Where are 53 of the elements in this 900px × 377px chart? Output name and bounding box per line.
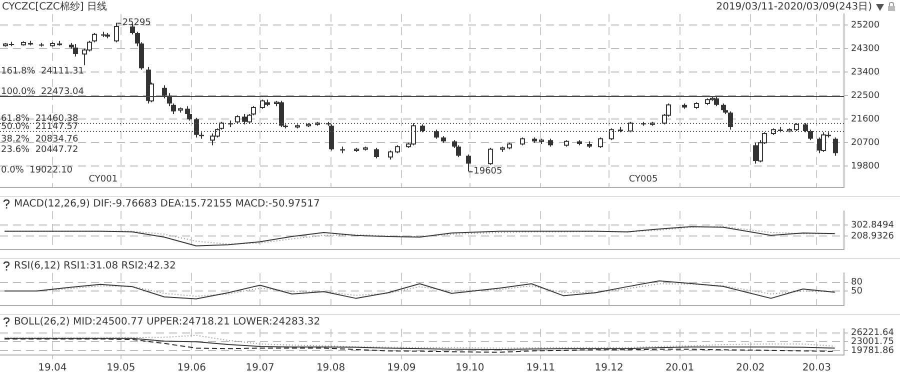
annotation: 38.2% 20834.76 bbox=[1, 134, 79, 144]
candlestick bbox=[73, 44, 78, 58]
candlestick bbox=[194, 117, 199, 138]
annotation: 0.0% 19022.10 bbox=[1, 166, 73, 176]
annotation: 19605 bbox=[474, 166, 502, 177]
x-tick-label: 19.10 bbox=[456, 362, 484, 374]
y-tick-label: 25200 bbox=[851, 20, 880, 31]
y-tick-label: 21600 bbox=[851, 114, 880, 125]
x-tick-label: 19.06 bbox=[177, 362, 206, 374]
y-tick-label: 26221.64 bbox=[851, 328, 894, 338]
y-tick-label: 19800 bbox=[851, 162, 880, 172]
annotation: CY001 bbox=[88, 174, 118, 184]
annotation: 25295 bbox=[122, 18, 151, 28]
x-tick-label: 19.04 bbox=[38, 362, 67, 374]
candlestick bbox=[162, 84, 167, 99]
y-tick-label: 208.9326 bbox=[851, 231, 894, 242]
candlestick bbox=[808, 129, 813, 141]
y-tick-label: 24300 bbox=[851, 44, 880, 54]
x-tick-label: 19.08 bbox=[316, 362, 346, 374]
x-tick-label: 20.02 bbox=[736, 362, 765, 374]
y-tick-label: 20700 bbox=[851, 138, 880, 148]
annotation: 161.8% 24111.31 bbox=[1, 66, 84, 77]
x-tick-label: 20.01 bbox=[665, 362, 694, 374]
chart-subtitle: 2019/03/11-2020/03/09(243日) bbox=[716, 2, 872, 13]
chart-title: CYCZC[CZC棉纱] 日线 bbox=[2, 0, 107, 13]
line-series bbox=[4, 334, 836, 349]
x-tick-label: 19.07 bbox=[246, 362, 274, 374]
x-tick-label: 19.11 bbox=[526, 362, 555, 374]
annotation: 23.6% 20447.72 bbox=[1, 144, 78, 155]
annotation: CY005 bbox=[628, 174, 658, 184]
chart-title: BOLL(26,2) MID:24500.77 UPPER:24718.21 LOWER:24283.32 bbox=[14, 316, 320, 328]
chart-title: MACD(12,26,9) DIF:-9.76683 DEA:15.72155 MACD:-50.97517 bbox=[14, 198, 320, 210]
y-tick-label: 23400 bbox=[851, 68, 880, 78]
candlestick bbox=[434, 129, 439, 140]
candlestick bbox=[714, 96, 719, 107]
x-tick-label: 19.12 bbox=[594, 362, 624, 374]
ref-line-label: 50.0% 21147.57 bbox=[1, 122, 78, 132]
x-tick-label: 19.05 bbox=[106, 362, 136, 374]
y-tick-label: 23001.75 bbox=[851, 337, 894, 348]
candlestick bbox=[374, 147, 379, 159]
x-tick-label: 20.03 bbox=[802, 362, 831, 374]
y-tick-label: 19781.86 bbox=[851, 346, 894, 356]
candlestick bbox=[329, 124, 334, 152]
chart-title: RSI(6,12) RSI1:31.08 RSI2:42.32 bbox=[14, 260, 176, 272]
y-tick-label: 22500 bbox=[851, 91, 880, 102]
x-tick-label: 19.09 bbox=[387, 362, 416, 374]
y-tick-label: 50 bbox=[851, 286, 863, 296]
candlestick bbox=[833, 136, 838, 156]
candlestick bbox=[803, 122, 808, 133]
candlestick bbox=[728, 110, 733, 130]
ref-line-label: 100.0% 22473.04 bbox=[1, 86, 84, 97]
y-tick-label: 302.8494 bbox=[851, 220, 894, 230]
y-tick-label: 80 bbox=[851, 278, 863, 288]
